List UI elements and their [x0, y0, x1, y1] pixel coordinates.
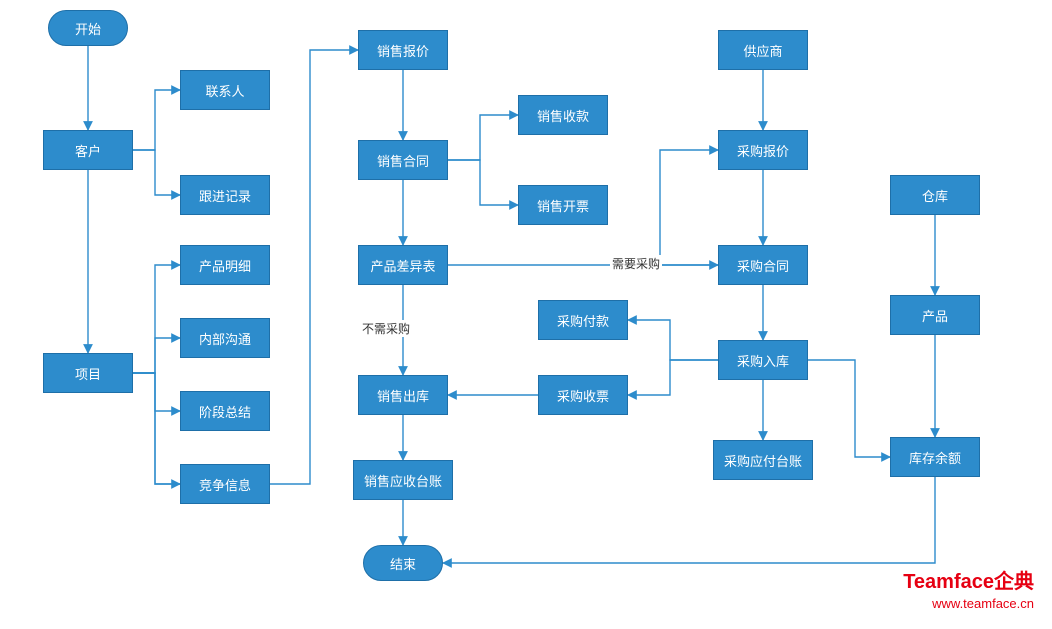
node-cgbj: 采购报价	[718, 130, 808, 170]
node-jzxx: 竞争信息	[180, 464, 270, 504]
node-cght: 采购合同	[718, 245, 808, 285]
edge-cght-cgbj-link	[660, 150, 718, 265]
node-nbgt: 内部沟通	[180, 318, 270, 358]
edge-kehu-lxr	[133, 90, 180, 150]
node-gys: 供应商	[718, 30, 808, 70]
edge-xiangmu-cpmx	[133, 265, 180, 373]
edge-xsht-xskp	[448, 160, 518, 205]
node-kehu: 客户	[43, 130, 133, 170]
edge-xsht-xssk	[448, 115, 518, 160]
node-xiangmu: 项目	[43, 353, 133, 393]
node-cgrk: 采购入库	[718, 340, 808, 380]
node-xysz: 销售应收台账	[353, 460, 453, 500]
edge-xiangmu-nbgt	[133, 338, 180, 373]
node-cycb: 产品差异表	[358, 245, 448, 285]
node-gjjl: 跟进记录	[180, 175, 270, 215]
node-lxr: 联系人	[180, 70, 270, 110]
edge-xiangmu-jzxx	[133, 373, 180, 484]
node-end: 结束	[363, 545, 443, 581]
edge-cgrk-cgfk	[628, 320, 718, 360]
edge-label: 不需采购	[360, 320, 412, 337]
node-kcye: 库存余额	[890, 437, 980, 477]
node-cangku: 仓库	[890, 175, 980, 215]
brand-title: Teamface企典	[903, 565, 1034, 594]
node-xsbj: 销售报价	[358, 30, 448, 70]
node-cgsp: 采购收票	[538, 375, 628, 415]
brand-watermark: Teamface企典 www.teamface.cn	[903, 565, 1034, 611]
flowchart-canvas: Teamface企典 www.teamface.cn 开始客户 联系人跟进记录项目…	[0, 0, 1052, 629]
edge-kcye-end	[443, 477, 935, 563]
node-xssk: 销售收款	[518, 95, 608, 135]
edge-kehu-gjjl	[133, 150, 180, 195]
node-start: 开始	[48, 10, 128, 46]
node-cgfk: 采购付款	[538, 300, 628, 340]
node-cgyf: 采购应付台账	[713, 440, 813, 480]
brand-url: www.teamface.cn	[903, 596, 1034, 611]
edge-xiangmu-jdzj	[133, 373, 180, 411]
node-jdzj: 阶段总结	[180, 391, 270, 431]
node-xsck: 销售出库	[358, 375, 448, 415]
edge-cgrk-cgsp	[628, 360, 718, 395]
edge-cgrk-kcye	[808, 360, 890, 457]
edge-label: 需要采购	[610, 255, 662, 272]
node-xsht: 销售合同	[358, 140, 448, 180]
node-chanpin: 产品	[890, 295, 980, 335]
node-xskp: 销售开票	[518, 185, 608, 225]
node-cpmx: 产品明细	[180, 245, 270, 285]
